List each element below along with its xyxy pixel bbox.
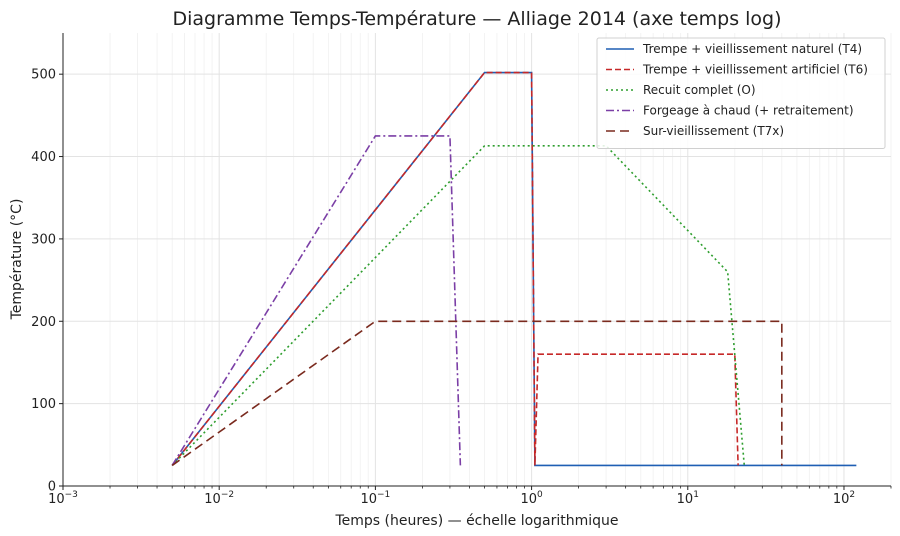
y-tick-label: 500 bbox=[31, 68, 56, 83]
legend-label: Forgeage à chaud (+ retraitement) bbox=[643, 104, 854, 118]
series-line-4 bbox=[171, 135, 462, 466]
axes bbox=[62, 33, 892, 489]
x-ticks: 10−3 10−2 10−1 100 101 102 bbox=[48, 486, 855, 507]
x-tick-label: 10−2 bbox=[204, 490, 234, 507]
grid bbox=[62, 33, 892, 487]
x-tick-label: 101 bbox=[677, 490, 699, 507]
legend-label: Sur-vieillissement (T7x) bbox=[643, 124, 784, 138]
y-tick-label: 0 bbox=[48, 480, 56, 495]
series-line-5 bbox=[171, 320, 783, 467]
legend-label: Recuit complet (O) bbox=[643, 83, 756, 97]
chart-title: Diagramme Temps-Température — Alliage 20… bbox=[172, 8, 781, 30]
legend-label: Trempe + vieillissement naturel (T4) bbox=[642, 42, 862, 56]
legend-frame bbox=[596, 37, 886, 149]
series-layer bbox=[171, 71, 857, 467]
y-tick-label: 300 bbox=[31, 232, 56, 247]
y-tick-label: 400 bbox=[31, 150, 56, 165]
y-ticks: 0 100 200 300 400 500 bbox=[31, 68, 63, 495]
x-tick-label: 100 bbox=[520, 490, 543, 507]
legend: Trempe + vieillissement naturel (T4) Trem… bbox=[596, 37, 886, 149]
y-axis-title: Température (°C) bbox=[9, 199, 25, 321]
x-axis-title: Temps (heures) — échelle logarithmique bbox=[334, 513, 618, 529]
x-tick-label: 102 bbox=[833, 490, 855, 507]
y-tick-label: 200 bbox=[31, 315, 56, 330]
x-tick-label: 10−3 bbox=[48, 490, 78, 507]
series-line-2 bbox=[171, 71, 739, 466]
legend-label: Trempe + vieillissement artificiel (T6) bbox=[642, 63, 868, 77]
x-tick-label: 10−1 bbox=[360, 490, 390, 507]
y-tick-label: 100 bbox=[31, 397, 56, 412]
